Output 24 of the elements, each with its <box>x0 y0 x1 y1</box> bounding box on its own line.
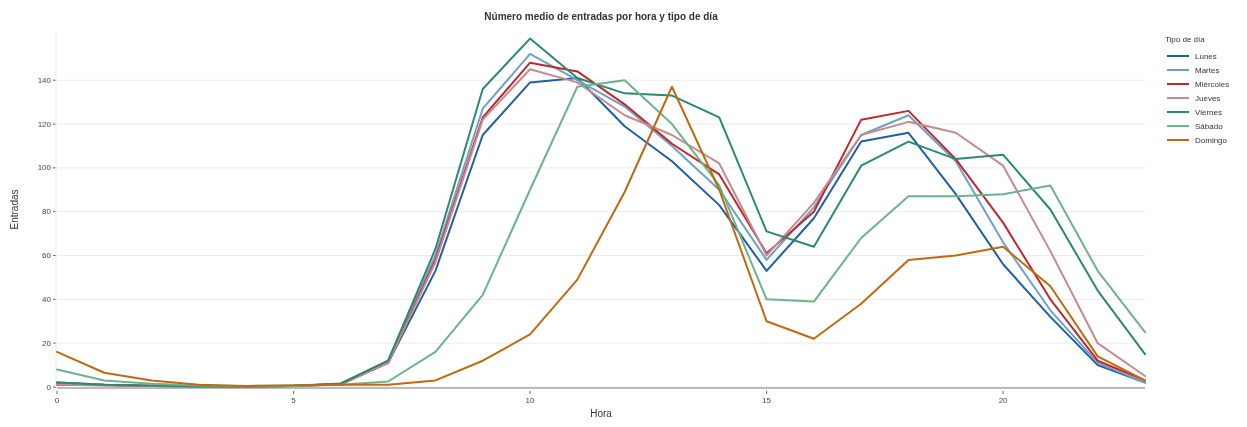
y-tick-label: 60 <box>42 251 52 261</box>
legend-title: Tipo de día <box>1165 35 1206 44</box>
y-tick-label: 140 <box>37 75 52 85</box>
y-tick-label: 0 <box>46 382 52 392</box>
y-tick-label: 80 <box>42 207 52 217</box>
legend-label: Sábado <box>1195 121 1224 131</box>
x-tick-label: 15 <box>762 396 772 405</box>
x-tick-label: 20 <box>998 396 1009 405</box>
y-axis-title: Entradas <box>9 189 20 230</box>
legend-label: Miércoles <box>1195 79 1230 89</box>
x-tick-label: 5 <box>291 396 297 405</box>
x-tick-label: 10 <box>525 396 536 405</box>
legend-label: Viernes <box>1195 107 1222 117</box>
legend-label: Domingo <box>1195 135 1228 145</box>
chart-title: Número medio de entradas por hora y tipo de día <box>484 11 719 22</box>
x-axis-title: Hora <box>590 408 613 419</box>
legend-label: Jueves <box>1195 93 1221 103</box>
y-tick-label: 120 <box>37 119 52 129</box>
y-tick-label: 100 <box>37 163 52 173</box>
legend-label: Lunes <box>1195 51 1217 61</box>
y-tick-label: 40 <box>42 294 52 304</box>
y-tick-label: 20 <box>42 338 52 348</box>
x-tick-label: 0 <box>54 396 60 405</box>
legend-label: Martes <box>1195 65 1220 75</box>
